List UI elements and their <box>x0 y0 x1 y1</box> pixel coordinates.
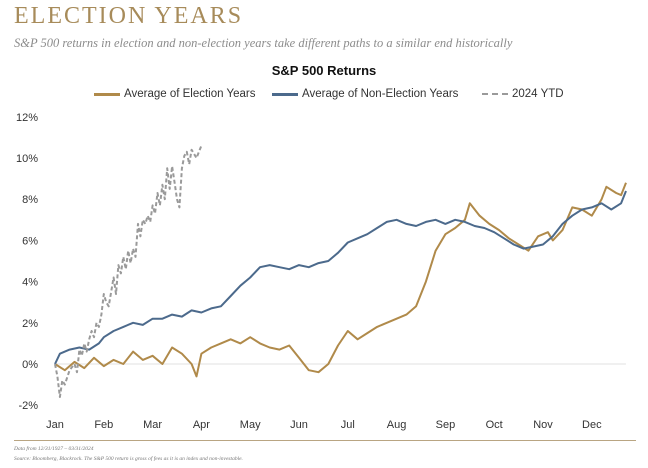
legend-item-non-election: Average of Non-Election Years <box>272 88 458 100</box>
page-subheading: S&P 500 returns in election and non-elec… <box>14 36 513 50</box>
y-tick-label: 10% <box>16 153 38 165</box>
y-tick-label: 4% <box>22 277 38 289</box>
x-tick-label: Nov <box>533 419 553 431</box>
footnote-source: Source: Bloomberg, Blackrock. The S&P 50… <box>14 456 243 462</box>
y-tick-label: 12% <box>16 112 38 124</box>
x-tick-label: Mar <box>143 419 162 431</box>
x-tick-label: Apr <box>193 419 210 431</box>
footnote-date-range: Data from 12/31/1927 – 03/31/2024 <box>14 446 94 452</box>
x-tick-label: Jun <box>290 419 308 431</box>
x-tick-label: Dec <box>582 419 602 431</box>
series-line-2024-ytd <box>54 145 203 398</box>
x-tick-label: Jul <box>341 419 355 431</box>
legend-item-2024-ytd: 2024 YTD <box>482 88 564 100</box>
chart-title: S&P 500 Returns <box>271 63 377 78</box>
footer-rule <box>14 440 636 441</box>
x-tick-label: Aug <box>387 419 407 431</box>
x-tick-label: Feb <box>94 419 113 431</box>
x-tick-label: Jan <box>46 419 64 431</box>
page-heading: ELECTION YEARS <box>14 3 244 29</box>
y-tick-label: 0% <box>22 359 38 371</box>
legend-label-2024-ytd: 2024 YTD <box>512 88 564 100</box>
legend-swatch-2024-ytd <box>482 93 508 95</box>
chart-legend: Average of Election Years Average of Non… <box>0 88 648 104</box>
chart-plot-area: -2% 0% 2% 4% 6% 8% 10% 12% Jan Feb Mar Apr May Jun Jul… <box>16 112 627 431</box>
series-line-non-election-years <box>54 190 627 365</box>
y-tick-label: 2% <box>22 318 38 330</box>
y-tick-label: 8% <box>22 194 38 206</box>
y-tick-label: 6% <box>22 235 38 247</box>
legend-item-election: Average of Election Years <box>94 88 256 100</box>
y-tick-label: -2% <box>18 400 38 412</box>
legend-label-election: Average of Election Years <box>124 88 256 100</box>
legend-swatch-election <box>94 92 120 96</box>
x-tick-label: May <box>240 419 261 431</box>
series-line-election-years <box>54 182 627 378</box>
legend-swatch-non-election <box>272 92 298 96</box>
x-tick-label: Sep <box>436 419 456 431</box>
x-tick-label: Oct <box>486 419 503 431</box>
legend-label-non-election: Average of Non-Election Years <box>302 88 459 100</box>
